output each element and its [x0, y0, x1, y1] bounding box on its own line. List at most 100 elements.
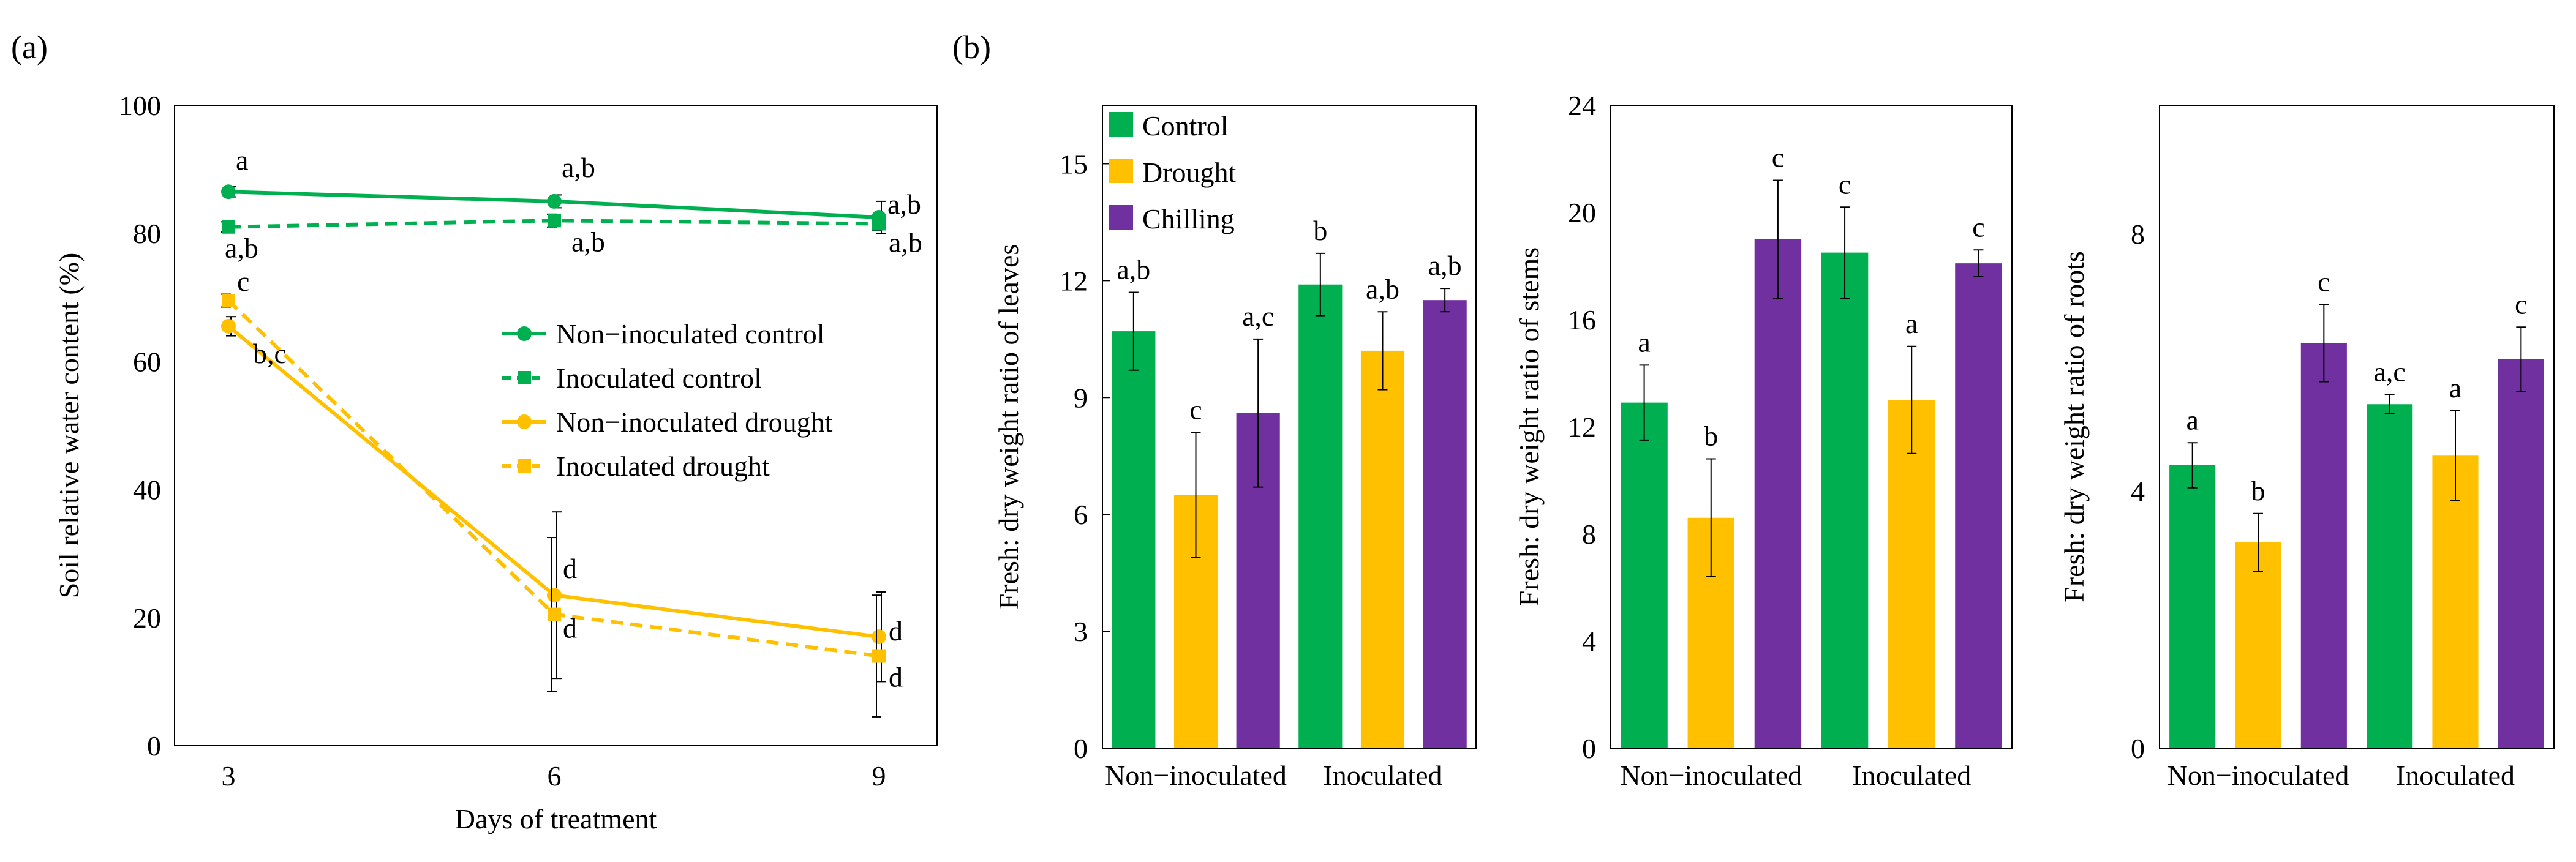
panel-label-b: (b): [952, 29, 991, 66]
bar: [1955, 263, 2002, 748]
series-2: b,cdd: [221, 316, 903, 683]
y-tick-label: 0: [1582, 733, 1596, 764]
bar-chart-leaves: 0 3 6 9 12 15 Fresh: dry weight ratio of leave…: [993, 105, 1477, 791]
legend-label: Control: [1142, 110, 1229, 141]
data-point: [222, 220, 235, 234]
legend-label: Inoculated control: [556, 362, 762, 394]
x-tick-label: 3: [222, 760, 236, 792]
x-axis-title: Days of treatment: [455, 803, 657, 834]
y-tick-label: 12: [1060, 265, 1088, 296]
group-label: Non−inoculated: [2167, 760, 2349, 791]
y-axis-title: Soil relative water content (%): [53, 253, 85, 599]
data-point: [547, 588, 562, 603]
y-tick-label: 0: [147, 730, 161, 762]
bar: [2432, 455, 2479, 748]
y-tick-label: 60: [133, 346, 161, 377]
series-0: a a,b a,b: [221, 144, 921, 234]
group-label: Inoculated: [1323, 760, 1442, 791]
plot-frame: [1610, 105, 2013, 749]
significance-letter: a: [1638, 326, 1650, 358]
panel-label-a: (a): [11, 29, 48, 66]
significance-letter: c: [1972, 211, 1984, 242]
legend-label: Non−inoculated control: [556, 318, 825, 350]
legend-label: Drought: [1142, 157, 1237, 188]
bar: [2367, 404, 2413, 748]
significance-letter: c: [237, 266, 249, 297]
group-label: Inoculated: [1852, 760, 1971, 791]
legend-swatch: [1109, 205, 1133, 230]
data-point: [548, 214, 561, 228]
bar: [1821, 252, 1869, 748]
y-tick-label: 80: [133, 218, 161, 249]
legend: Control Drought Chilling: [1109, 110, 1237, 234]
y-tick-label: 20: [133, 602, 161, 634]
bar-chart-stems: 0 4 8 12 16 20 24 Fresh: dry weight ratio of st…: [1513, 90, 2013, 791]
significance-letter: d: [889, 615, 903, 646]
x-tick-label: 9: [872, 760, 886, 792]
significance-letter: c: [2515, 288, 2527, 320]
legend-label: Chilling: [1142, 203, 1235, 234]
y-tick-label: 24: [1568, 90, 1596, 121]
significance-letter: a,b: [1117, 253, 1150, 285]
significance-letter: a,b: [571, 226, 605, 257]
significance-letter: a,b: [225, 233, 258, 264]
significance-letter: a,c: [2373, 356, 2405, 388]
y-tick-label: 8: [2131, 219, 2145, 250]
bar: [1112, 331, 1156, 748]
data-point: [872, 649, 886, 663]
significance-letter: d: [889, 662, 903, 693]
group-label: Non−inoculated: [1105, 760, 1287, 791]
significance-letter: a,b: [1428, 250, 1462, 281]
significance-letter: d: [563, 613, 577, 644]
y-tick-label: 3: [1074, 616, 1088, 647]
legend-marker: [517, 326, 532, 341]
legend-marker: [517, 414, 532, 429]
significance-letter: a,c: [1242, 301, 1274, 332]
significance-letter: c: [1839, 168, 1851, 200]
bar: [1621, 402, 1668, 748]
series-line: [227, 299, 879, 658]
significance-letter: c: [1772, 142, 1784, 173]
significance-letter: a: [2186, 404, 2198, 435]
bar: [1298, 284, 1343, 748]
bar: [1360, 350, 1405, 748]
significance-letter: a,b: [1366, 273, 1399, 304]
y-tick-label: 40: [133, 474, 161, 506]
data-point: [222, 294, 235, 308]
significance-letter: b: [1313, 215, 1327, 246]
y-tick-label: 4: [2131, 476, 2145, 507]
significance-letter: c: [2318, 266, 2330, 298]
data-point: [221, 318, 236, 334]
y-tick-label: 4: [1582, 626, 1596, 657]
y-tick-label: 100: [119, 90, 161, 121]
significance-letter: b: [1704, 421, 1718, 452]
y-tick-label: 0: [1074, 733, 1088, 764]
y-tick-label: 9: [1074, 382, 1088, 413]
legend-swatch: [1109, 112, 1133, 137]
data-point: [872, 217, 886, 231]
series-3: cdd: [221, 266, 903, 718]
bar: [2169, 465, 2216, 748]
y-tick-label: 0: [2131, 733, 2145, 764]
bar: [2235, 542, 2281, 748]
significance-letter: a: [236, 144, 248, 176]
bar: [1888, 400, 1935, 748]
y-tick-label: 12: [1568, 411, 1596, 443]
significance-letter: a,b: [889, 227, 922, 258]
y-axis-title: Fresh: dry weight ratio of roots: [2058, 251, 2090, 602]
group-label: Non−inoculated: [1620, 760, 1802, 791]
plot-frame: [174, 105, 938, 746]
legend-label: Inoculated drought: [556, 451, 770, 482]
significance-letter: a,b: [562, 152, 595, 183]
data-point: [221, 184, 236, 200]
legend-marker: [518, 459, 531, 473]
line-chart-soil-water: 0 20 40 60 80 100 3 6 9 Days of treatment Soil rel…: [53, 90, 938, 834]
y-axis-title: Fresh: dry weight ratio of leaves: [993, 244, 1024, 610]
bar: [1423, 300, 1467, 748]
series-1: a,b a,b a,b: [221, 213, 922, 264]
bar-chart-roots: 0 4 8 Fresh: dry weight ratio of roots a b c No…: [2058, 105, 2555, 791]
y-tick-label: 20: [1568, 197, 1596, 228]
significance-letter: d: [563, 553, 577, 584]
data-point: [872, 629, 886, 645]
